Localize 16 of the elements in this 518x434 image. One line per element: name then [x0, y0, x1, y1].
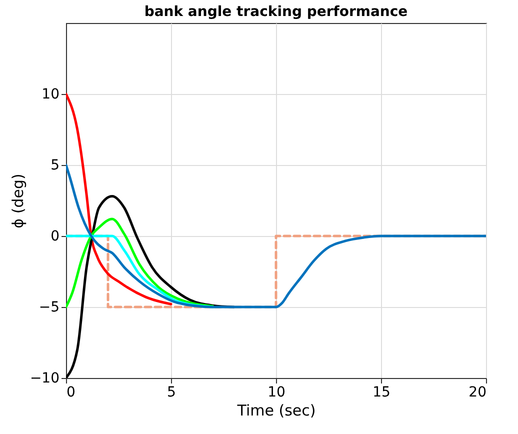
y-tick-label: −10: [30, 370, 60, 386]
y-axis-title: ϕ (deg): [8, 174, 27, 228]
x-tick-label: 20: [468, 384, 486, 400]
x-tick-label: 10: [268, 384, 286, 400]
chart-title: bank angle tracking performance: [144, 4, 408, 20]
y-tick-label: 0: [50, 228, 60, 244]
y-tick-label: 5: [50, 158, 60, 174]
x-tick-label: 0: [66, 384, 76, 400]
x-axis-title: Time (sec): [236, 402, 316, 420]
line-series: [66, 92, 172, 306]
y-tick-label: −5: [38, 300, 60, 316]
x-tick-label: 5: [167, 384, 176, 400]
x-tick-label: 15: [372, 384, 390, 400]
line-series: [66, 218, 214, 308]
line-series: [66, 164, 486, 308]
y-tick-label: 10: [42, 86, 60, 102]
